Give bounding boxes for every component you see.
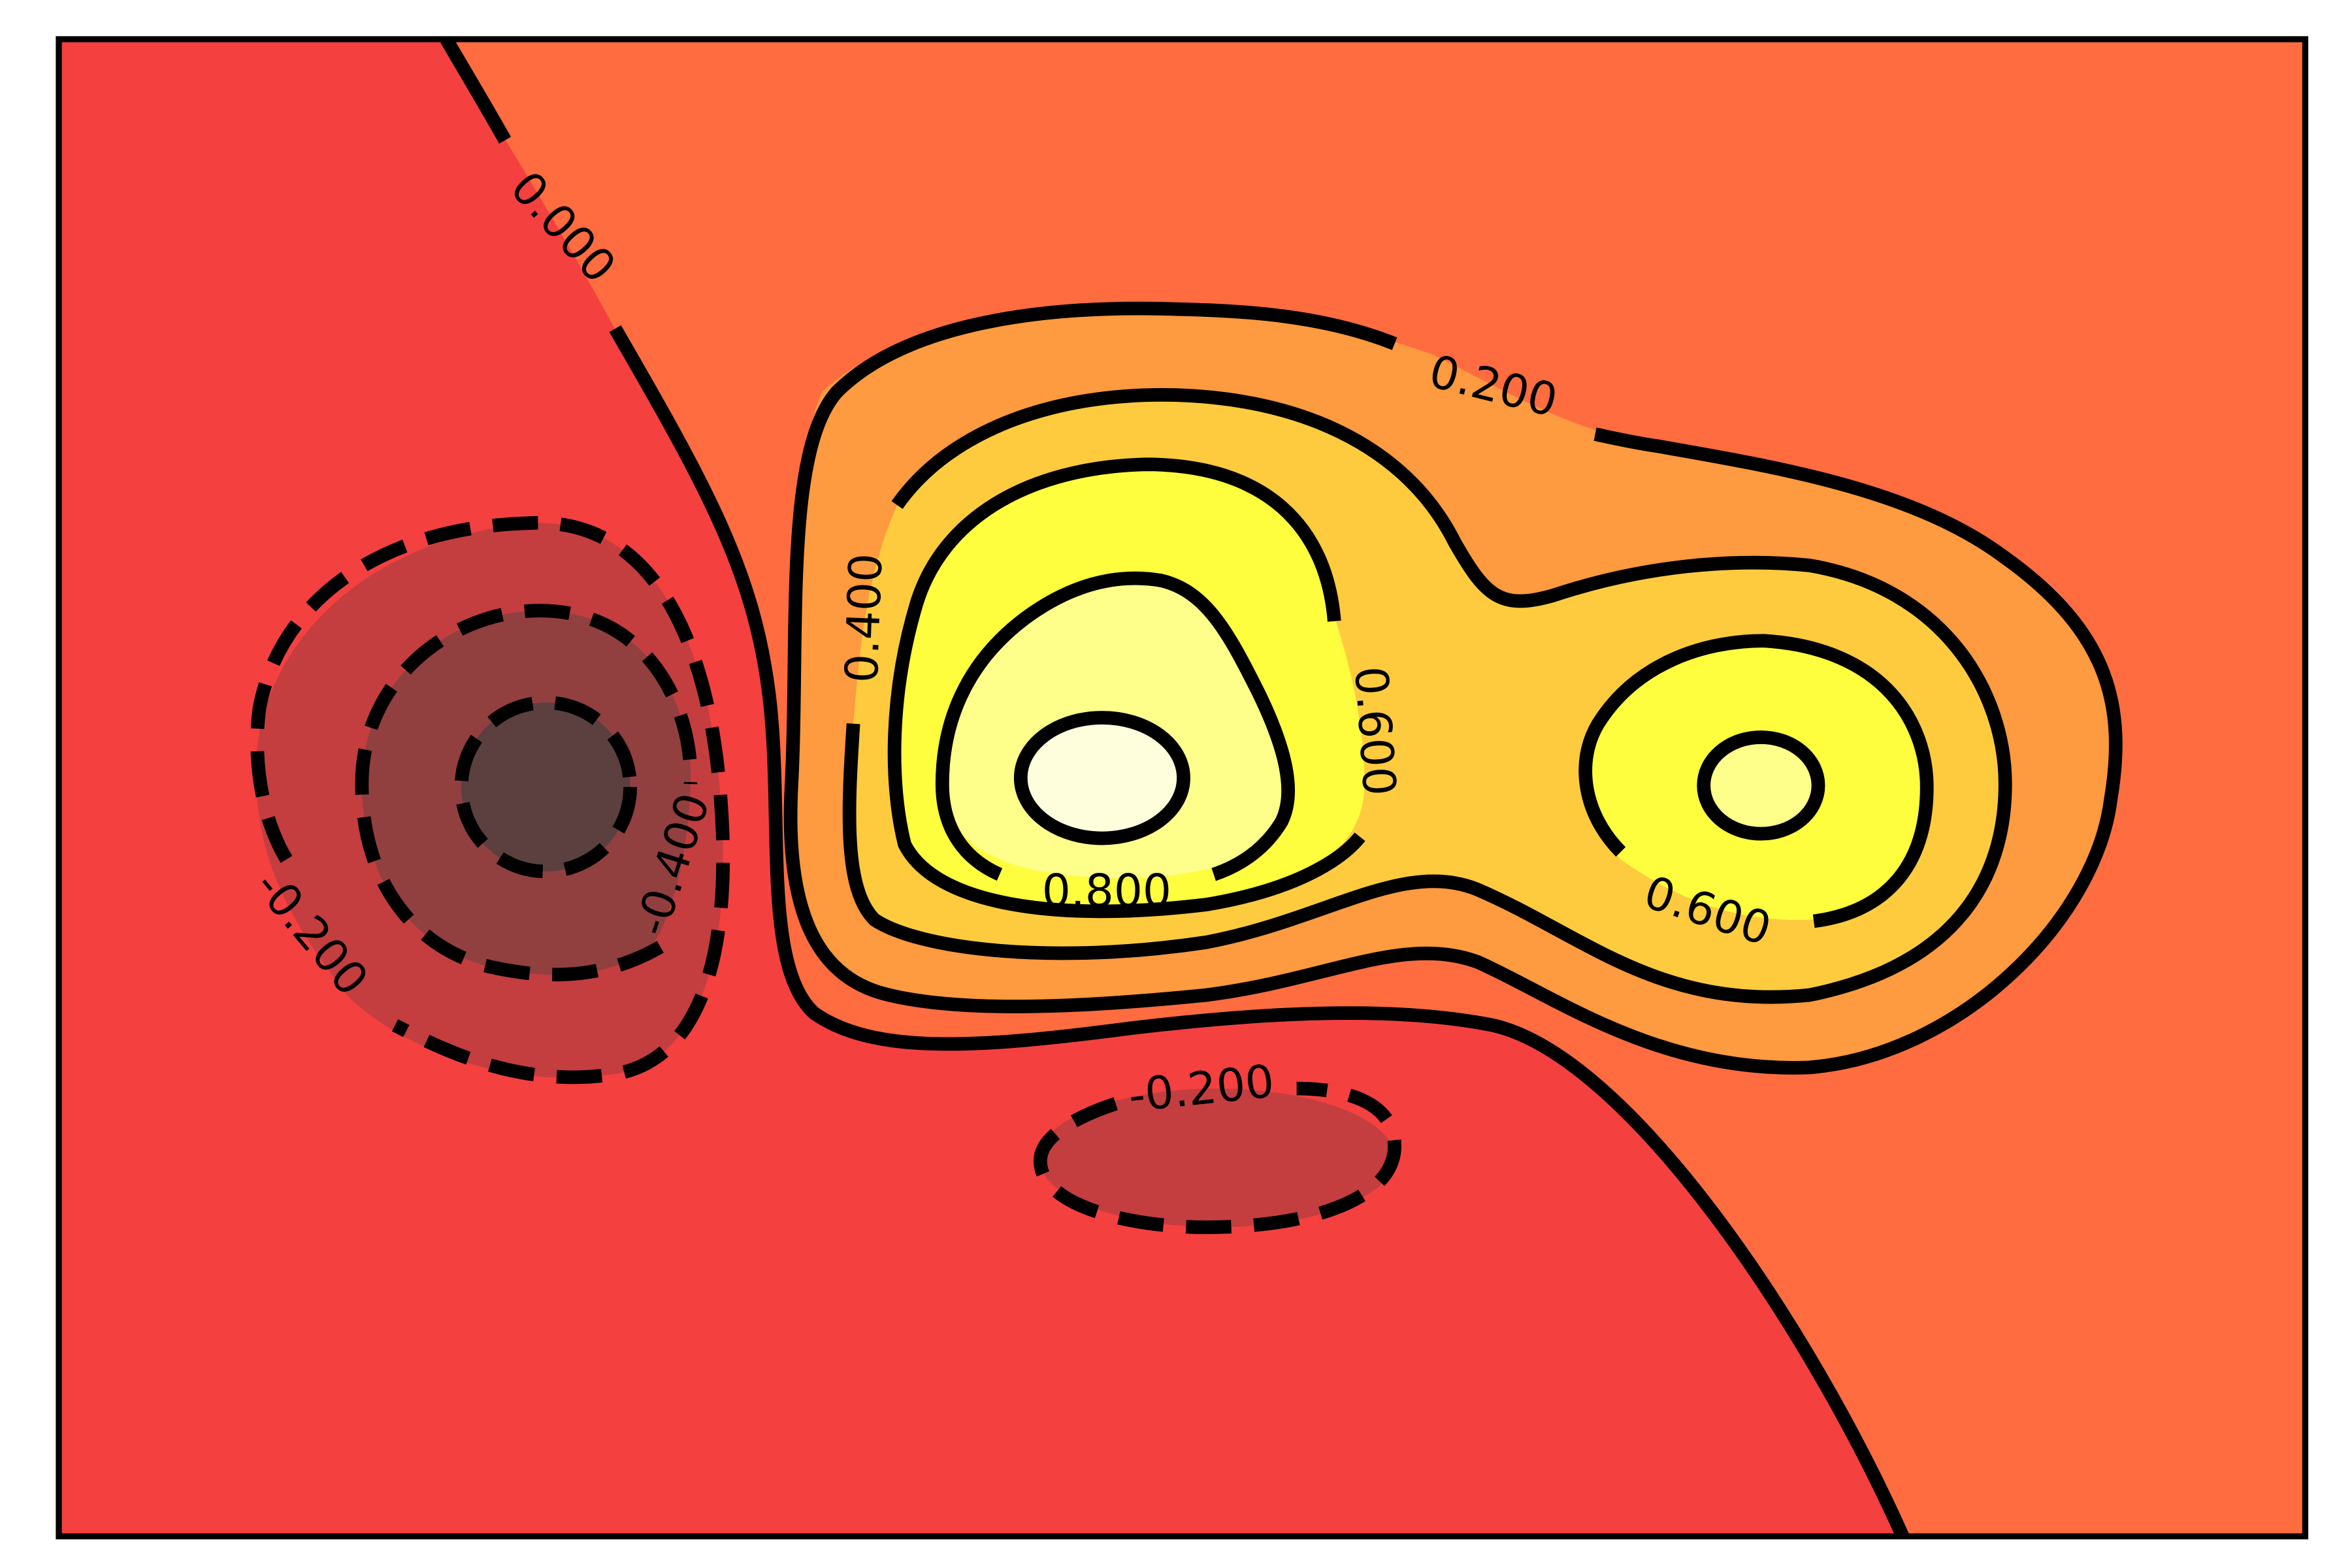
contour-line-neg0.600-left [454,696,637,879]
contour-label-0.4: 0.400 [836,553,893,684]
fill-band-neg0.2-0.0 [58,39,1903,1537]
contour-line-0.000-upper [440,39,512,144]
contour-line-0.800-right [1697,730,1825,841]
contour-line-0.200 [783,301,2123,1075]
contour-line-0.600-center [887,457,1365,919]
contour-line-1.000-center [1013,711,1190,845]
contour-line-0.600-right [1578,634,1934,928]
axes-frame [56,36,2309,1540]
fill-max-core [1021,717,1184,839]
contour-line-neg0.400-left [355,604,698,982]
contour-label-0.6: 0.600 [1344,664,1405,797]
fill-band-bottom-negative [1039,1088,1395,1228]
contour-line-0.400 [842,387,2012,1004]
contour-line-neg0.200-left [250,515,730,1085]
contour-line-0.800-center [935,571,1295,881]
contour-label-0.8: 0.800 [1042,865,1171,917]
fill-band-min-core [461,702,630,872]
fill-band-0.8-1.0-right [1703,737,1819,834]
contour-line-neg0.200-bottom [1033,1081,1401,1234]
contour-line-0.000-lower [609,325,1909,1537]
